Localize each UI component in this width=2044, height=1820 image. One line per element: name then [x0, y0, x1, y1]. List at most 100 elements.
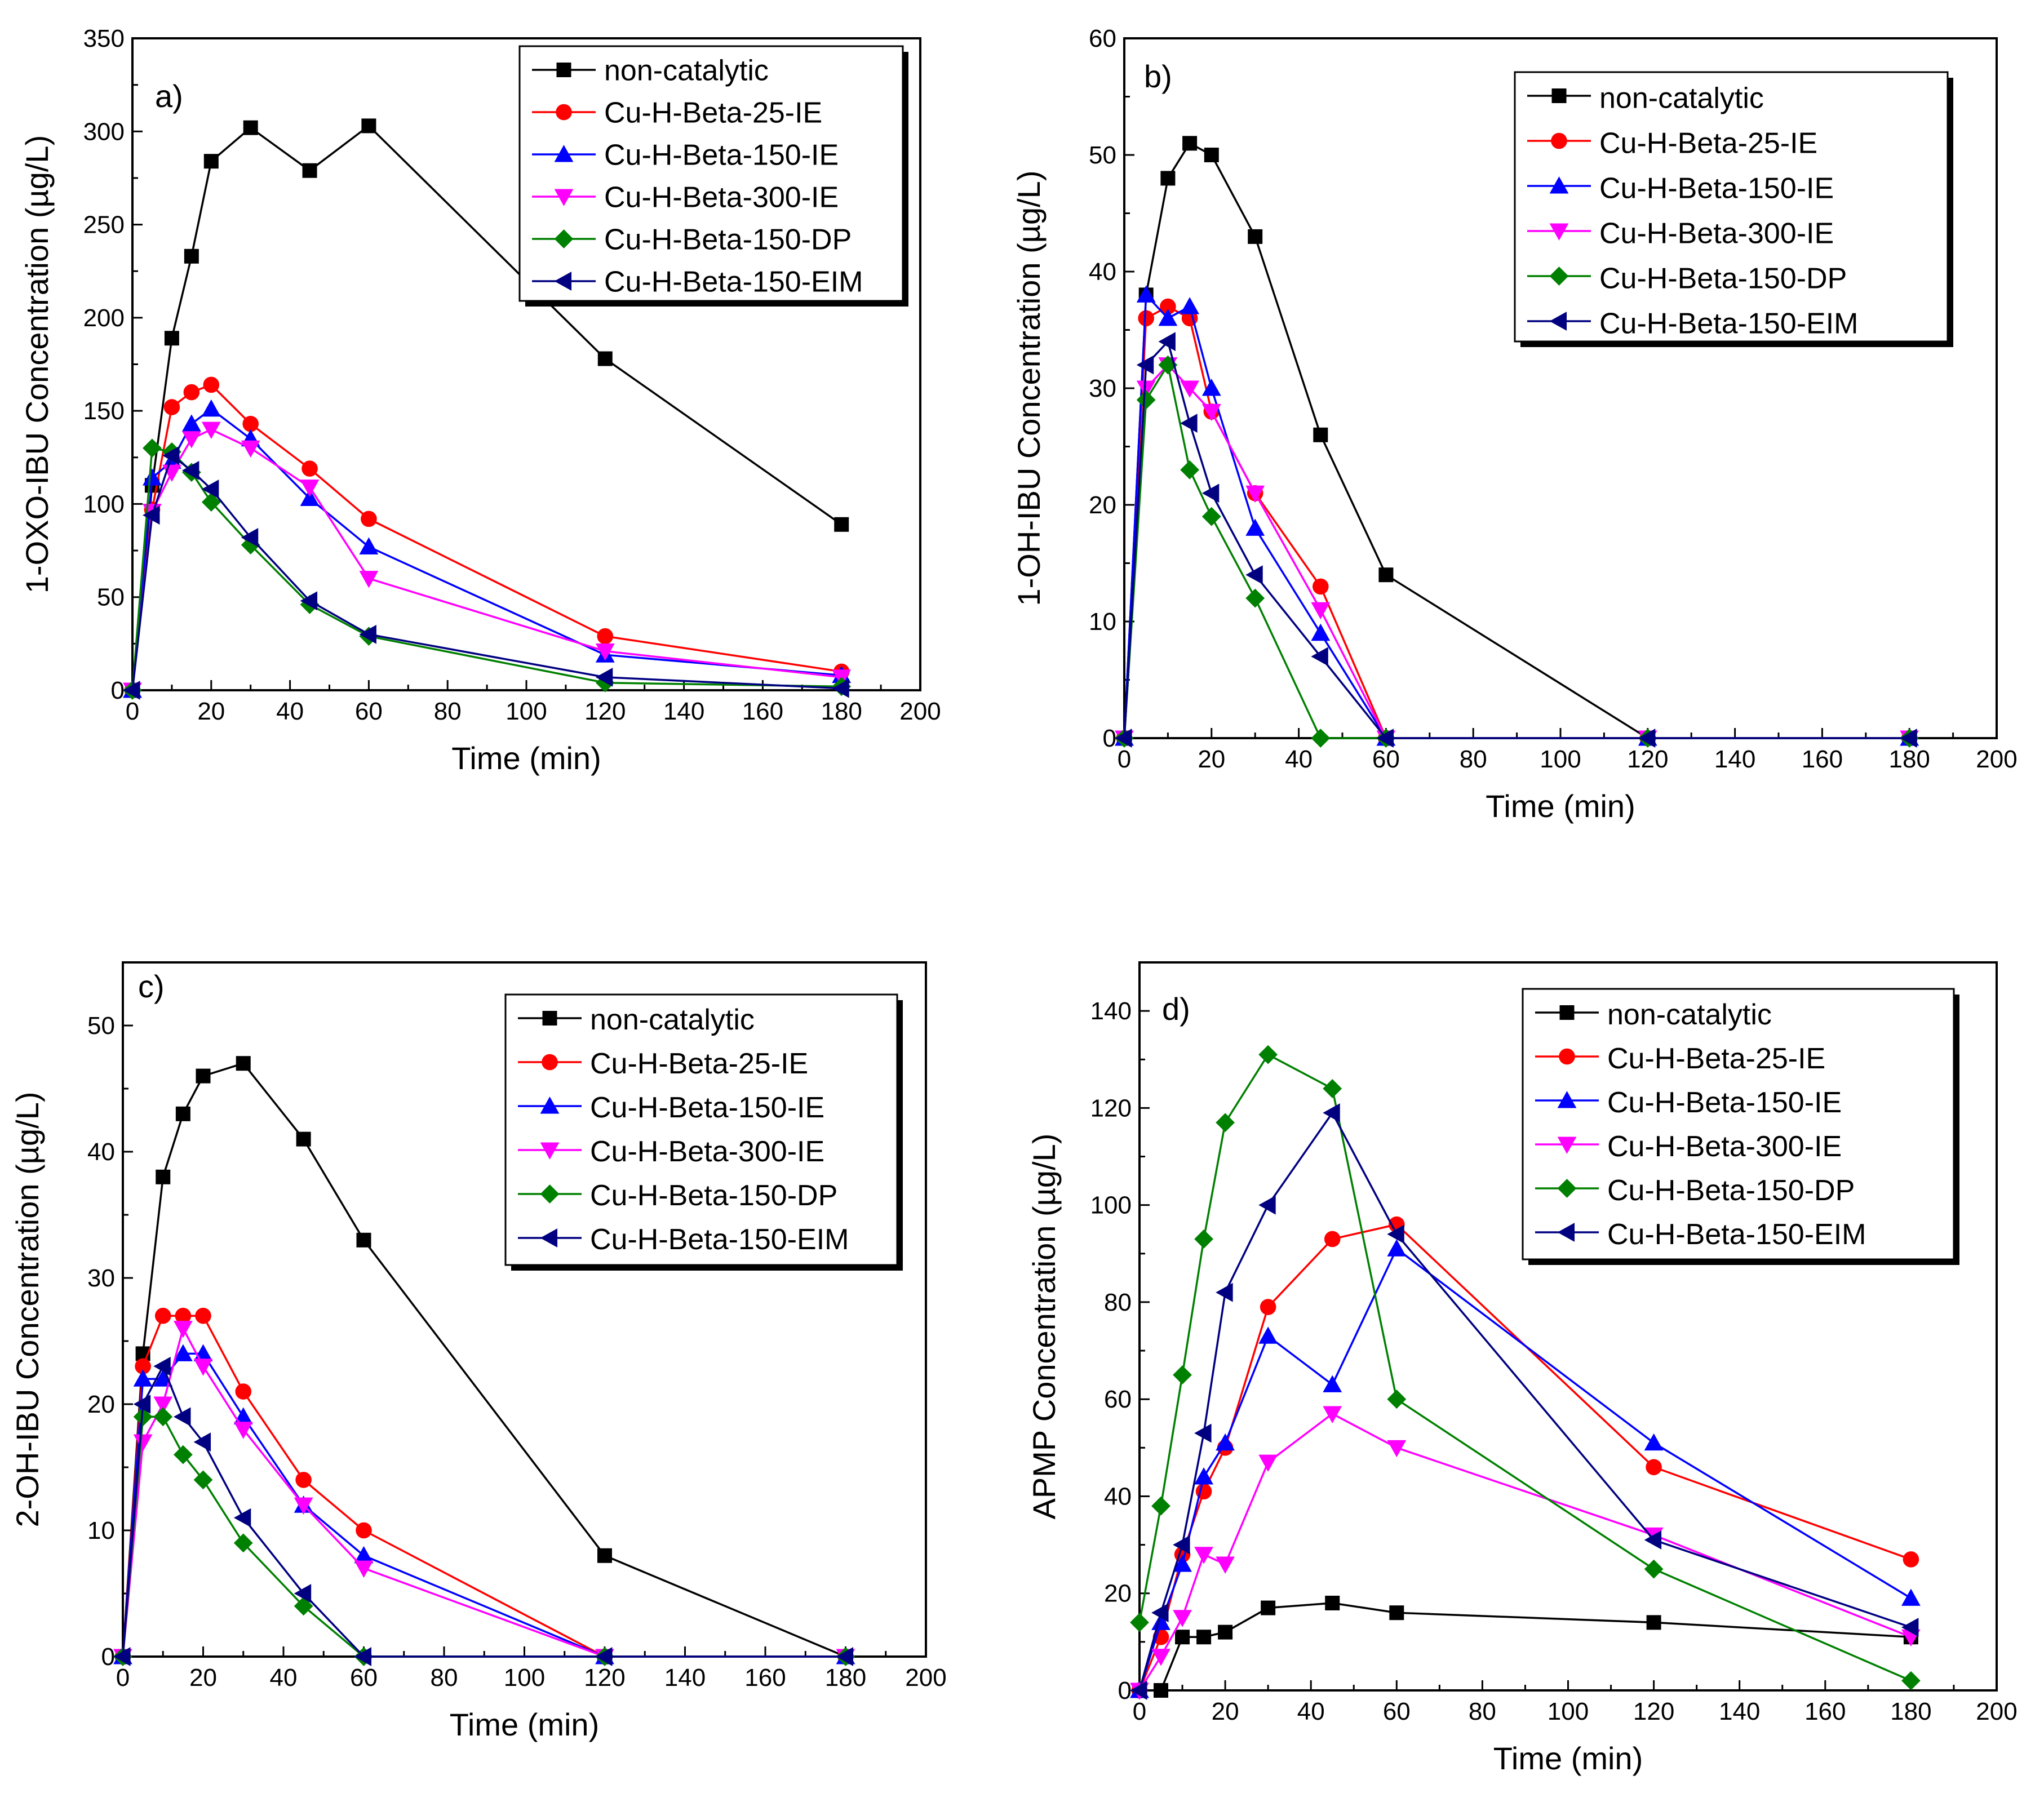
legend-label: Cu-H-Beta-150-EIM [1599, 308, 1858, 340]
y-tick-label: 30 [1089, 375, 1116, 402]
data-point [153, 1369, 173, 1387]
x-tick-label: 40 [270, 1664, 298, 1692]
x-tick-label: 200 [899, 698, 941, 725]
y-tick-label: 0 [1118, 1677, 1132, 1704]
legend-label: Cu-H-Beta-150-IE [590, 1091, 824, 1124]
data-point [1248, 229, 1263, 244]
data-point [302, 163, 317, 178]
data-point [133, 1407, 153, 1427]
x-tick-label: 0 [1118, 745, 1131, 773]
series-line [1138, 1223, 1912, 1691]
data-point [203, 376, 220, 393]
data-point [1261, 1600, 1276, 1615]
data-point [1313, 427, 1328, 442]
data-point [135, 1358, 151, 1375]
x-tick-label: 180 [821, 698, 862, 725]
legend-label: Cu-H-Beta-150-DP [1607, 1174, 1855, 1207]
series-line [1123, 305, 1910, 739]
data-point [233, 1533, 253, 1553]
legend-label: non-catalytic [590, 1004, 755, 1036]
data-point [295, 1472, 312, 1488]
data-point [354, 1647, 372, 1666]
legend-label: Cu-H-Beta-300-IE [1599, 217, 1834, 250]
data-point [1158, 332, 1176, 352]
data-point [196, 1068, 211, 1084]
data-point [1138, 310, 1154, 327]
data-point [1182, 136, 1198, 151]
data-point [1323, 1375, 1342, 1392]
data-point [294, 1584, 312, 1603]
data-point [1311, 647, 1328, 666]
data-point [1901, 1618, 1919, 1637]
legend-label: Cu-H-Beta-150-EIM [590, 1223, 849, 1256]
data-point [1323, 1406, 1342, 1423]
chart-panel: 0 20 40 60 80 100 120 140 160 180 200 0 10 20 30 40 50 Ti… [10, 961, 947, 1742]
data-point [143, 505, 160, 525]
data-point [1638, 729, 1656, 748]
legend-marker [556, 63, 571, 77]
data-point [1194, 1547, 1213, 1564]
x-tick-label: 120 [1627, 745, 1668, 773]
y-tick-label: 50 [97, 584, 125, 611]
data-point [361, 118, 376, 134]
chart-panel: 0 20 40 60 80 100 120 140 160 180 200 0 50 100 150 200 2… [19, 25, 941, 776]
data-point [175, 1307, 192, 1324]
x-tick-label: 100 [1548, 1698, 1589, 1725]
data-point [595, 667, 613, 687]
x-tick-label: 180 [1890, 1698, 1931, 1725]
data-point [300, 591, 318, 611]
x-tick-label: 140 [1719, 1698, 1760, 1725]
x-tick-label: 160 [742, 698, 783, 725]
x-tick-label: 80 [431, 1664, 458, 1692]
data-point [153, 1396, 173, 1414]
data-point [173, 1344, 193, 1361]
legend-marker [540, 1228, 558, 1248]
data-point [193, 1432, 211, 1452]
legend-box [518, 45, 904, 302]
y-tick-label: 150 [83, 397, 125, 425]
data-point [1389, 1605, 1404, 1621]
data-point [1173, 1610, 1192, 1627]
x-tick-label: 200 [905, 1664, 946, 1692]
y-tick-label: 0 [101, 1643, 115, 1671]
data-point [1151, 1496, 1170, 1516]
series-line [122, 1315, 846, 1658]
legend-marker [540, 1184, 560, 1204]
legend-label: Cu-H-Beta-150-IE [604, 139, 839, 172]
x-tick-label: 140 [663, 698, 704, 725]
x-tick-label: 0 [1133, 1698, 1146, 1725]
panel-letter: d) [1162, 991, 1190, 1027]
x-tick-label: 120 [584, 1664, 625, 1692]
data-point [1901, 1671, 1921, 1690]
data-point [1160, 298, 1176, 315]
data-point [203, 154, 219, 169]
chart-panel: 0 20 40 60 80 100 120 140 160 180 200 0 20 40 60 80 100 1… [1026, 961, 2018, 1776]
legend: non-catalytic Cu-H-Beta-25-IE Cu-H-Beta-15… [504, 993, 903, 1271]
data-point [1378, 567, 1394, 583]
data-point [1323, 1103, 1340, 1122]
data-point [836, 1647, 854, 1666]
series-line [1138, 1053, 1912, 1682]
series-line [1123, 142, 1910, 739]
data-point [1201, 483, 1220, 503]
legend-marker [542, 1054, 558, 1071]
legend-marker [540, 1097, 560, 1114]
data-point [1216, 1282, 1233, 1302]
y-axis-title: 1-OH-IBU Concentration (µg/L) [1011, 171, 1047, 606]
panel-letter: a) [155, 78, 183, 114]
legend-label: Cu-H-Beta-150-EIM [1607, 1218, 1866, 1251]
x-tick-label: 40 [1297, 1698, 1325, 1725]
data-point [1173, 1365, 1192, 1385]
y-tick-label: 50 [1089, 141, 1116, 169]
data-point [242, 415, 259, 432]
data-point [1260, 1299, 1276, 1315]
legend-marker [1549, 176, 1569, 194]
y-tick-label: 10 [1089, 608, 1116, 636]
y-tick-label: 100 [83, 490, 125, 518]
series-line [131, 408, 842, 691]
y-tick-label: 10 [87, 1517, 115, 1544]
y-tick-label: 40 [1104, 1482, 1132, 1510]
data-point [181, 414, 201, 432]
x-tick-label: 60 [1372, 745, 1400, 773]
